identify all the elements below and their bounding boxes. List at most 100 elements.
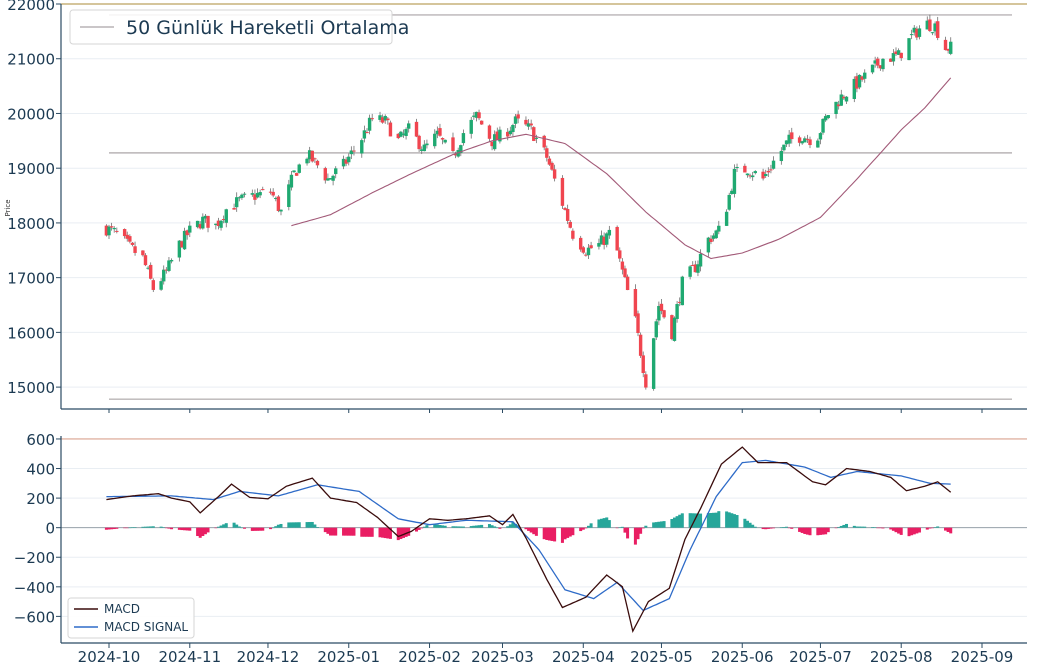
candle-up bbox=[167, 260, 171, 271]
macd-hist-bar-negative bbox=[344, 527, 348, 536]
candle-up bbox=[873, 60, 877, 64]
macd-hist-bar-positive bbox=[435, 524, 439, 528]
macd-hist-bar-negative bbox=[915, 527, 919, 534]
candle-down bbox=[276, 196, 281, 212]
macd-hist-bar-positive bbox=[717, 511, 721, 528]
candle-down bbox=[761, 171, 765, 179]
candle-up bbox=[753, 171, 757, 174]
macd-hist-bar-positive bbox=[295, 522, 299, 528]
macd-y-tick-label: 400 bbox=[26, 461, 55, 479]
candle-up bbox=[341, 158, 346, 167]
candle-down bbox=[221, 219, 226, 221]
macd-hist-bar-negative bbox=[256, 527, 260, 531]
candle-up bbox=[112, 227, 116, 230]
macd-hist-bar-positive bbox=[146, 526, 150, 528]
candle-up bbox=[821, 118, 825, 133]
candle-down bbox=[479, 120, 484, 125]
macd-hist-bar-positive bbox=[706, 513, 710, 528]
macd-hist-bar-positive bbox=[271, 527, 275, 529]
macd-x-tick-label: 2025-05 bbox=[630, 648, 693, 666]
candle-down bbox=[943, 39, 948, 51]
macd-hist-bar-negative bbox=[164, 527, 168, 529]
macd-hist-bar-negative bbox=[331, 527, 335, 536]
macd-hist-bar-positive bbox=[844, 523, 848, 528]
macd-x-tick-label: 2025-08 bbox=[870, 648, 933, 666]
candle-down bbox=[232, 208, 236, 210]
candle-up bbox=[826, 115, 830, 119]
macd-hist-bar-negative bbox=[766, 527, 770, 529]
macd-hist-bar-positive bbox=[751, 524, 755, 528]
candle-down bbox=[790, 132, 794, 140]
macd-hist-bar-positive bbox=[860, 526, 864, 528]
candle-up bbox=[732, 168, 737, 194]
candle-up bbox=[201, 216, 205, 229]
candle-down bbox=[550, 162, 554, 170]
macd-hist-bar-positive bbox=[657, 521, 661, 528]
candle-up bbox=[896, 50, 901, 55]
candle-down bbox=[545, 148, 549, 158]
macd-hist-bar-positive bbox=[511, 522, 515, 528]
candle-down bbox=[386, 118, 390, 121]
macd-hist-bar-positive bbox=[274, 526, 278, 528]
macd-hist-bar-positive bbox=[852, 525, 856, 528]
candle-down bbox=[678, 301, 682, 303]
candle-down bbox=[836, 104, 841, 107]
macd-hist-bar-positive bbox=[605, 517, 609, 528]
candle-down bbox=[769, 169, 773, 171]
macd-hist-bar-negative bbox=[946, 527, 950, 532]
candle-down bbox=[143, 255, 148, 266]
price-y-tick-label: 16000 bbox=[7, 324, 55, 342]
candle-up bbox=[146, 267, 150, 269]
macd-hist-bar-negative bbox=[383, 527, 387, 539]
macd-hist-bar-negative bbox=[399, 527, 403, 540]
macd-hist-bar-positive bbox=[480, 524, 484, 528]
candle-up bbox=[177, 240, 182, 258]
candle-up bbox=[474, 111, 479, 118]
macd-hist-bar-positive bbox=[785, 526, 789, 528]
macd-hist-bar-negative bbox=[636, 527, 640, 540]
macd-hist-bar-negative bbox=[261, 527, 265, 531]
macd-y-tick-label: 600 bbox=[26, 431, 55, 449]
candle-up bbox=[727, 194, 731, 210]
candle-down bbox=[133, 246, 137, 253]
price-y-tick-label: 20000 bbox=[7, 105, 55, 123]
macd-hist-bar-negative bbox=[917, 527, 921, 533]
macd-hist-bar-positive bbox=[216, 526, 220, 528]
macd-hist-bar-positive bbox=[709, 512, 713, 528]
macd-hist-bar-positive bbox=[753, 526, 757, 528]
candle-down bbox=[709, 238, 713, 242]
macd-hist-bar-positive bbox=[459, 526, 463, 528]
candle-down bbox=[141, 250, 145, 256]
macd-hist-bar-negative bbox=[910, 527, 914, 536]
macd-hist-bar-positive bbox=[287, 522, 291, 528]
candle-down bbox=[151, 280, 156, 290]
candle-up bbox=[586, 247, 591, 256]
candle-up bbox=[698, 253, 703, 267]
macd-hist-bar-negative bbox=[790, 527, 794, 529]
candle-up bbox=[779, 150, 784, 162]
candle-down bbox=[928, 19, 932, 32]
candle-up bbox=[782, 144, 786, 151]
macd-hist-bar-positive bbox=[672, 517, 676, 528]
macd-hist-bar-negative bbox=[196, 527, 200, 537]
candle-down bbox=[568, 221, 572, 228]
macd-hist-bar-positive bbox=[297, 522, 301, 528]
macd-hist-bar-positive bbox=[858, 526, 862, 528]
macd-hist-bar-positive bbox=[443, 525, 447, 528]
candle-down bbox=[122, 229, 127, 237]
candle-up bbox=[425, 143, 429, 146]
candle-down bbox=[315, 160, 320, 166]
candle-up bbox=[857, 74, 862, 88]
macd-hist-bar-positive bbox=[425, 525, 429, 528]
candle-down bbox=[625, 276, 630, 291]
candle-up bbox=[420, 149, 424, 151]
candle-down bbox=[268, 191, 273, 193]
candle-up bbox=[717, 225, 721, 232]
candle-up bbox=[706, 237, 711, 253]
macd-hist-bar-positive bbox=[219, 525, 223, 528]
candle-up bbox=[107, 226, 111, 236]
macd-hist-bar-negative bbox=[388, 527, 392, 539]
price-y-tick-label: 15000 bbox=[7, 379, 55, 397]
macd-signal-legend-label: MACD SIGNAL bbox=[104, 620, 188, 634]
macd-hist-bar-negative bbox=[112, 527, 116, 530]
